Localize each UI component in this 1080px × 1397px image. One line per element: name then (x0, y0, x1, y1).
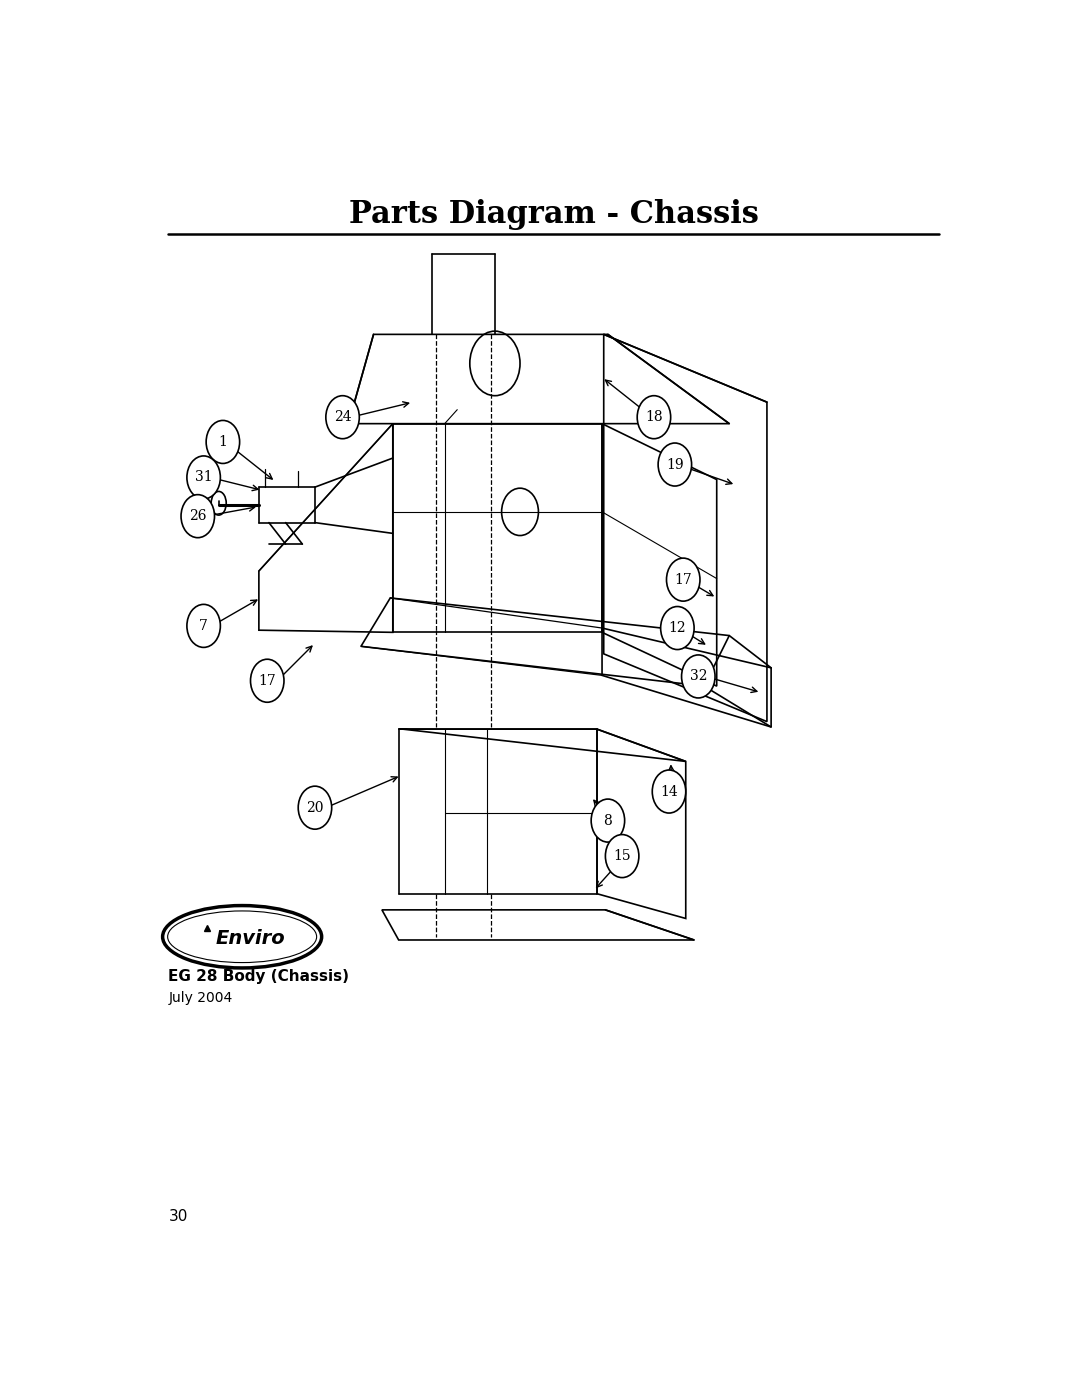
Circle shape (326, 395, 360, 439)
Circle shape (187, 605, 220, 647)
Text: 18: 18 (645, 411, 663, 425)
Circle shape (298, 787, 332, 830)
Text: 30: 30 (168, 1208, 188, 1224)
Text: 19: 19 (666, 458, 684, 472)
Circle shape (181, 495, 215, 538)
Text: 12: 12 (669, 622, 686, 636)
Circle shape (206, 420, 240, 464)
Text: Parts Diagram - Chassis: Parts Diagram - Chassis (349, 200, 758, 231)
Circle shape (681, 655, 715, 698)
Text: Enviro: Enviro (216, 929, 285, 949)
Text: 17: 17 (258, 673, 276, 687)
Circle shape (591, 799, 624, 842)
Text: 15: 15 (613, 849, 631, 863)
Circle shape (652, 770, 686, 813)
Text: 32: 32 (689, 669, 707, 683)
Text: 1: 1 (218, 434, 227, 448)
Circle shape (637, 395, 671, 439)
Text: 24: 24 (334, 411, 351, 425)
Circle shape (661, 606, 694, 650)
Circle shape (666, 559, 700, 601)
Circle shape (187, 455, 220, 499)
Text: 31: 31 (194, 471, 213, 485)
Text: 17: 17 (674, 573, 692, 587)
Text: 7: 7 (199, 619, 208, 633)
Circle shape (658, 443, 691, 486)
Circle shape (606, 834, 639, 877)
Text: July 2004: July 2004 (168, 990, 232, 1004)
Text: EG 28 Body (Chassis): EG 28 Body (Chassis) (168, 970, 350, 983)
Text: 14: 14 (660, 785, 678, 799)
Circle shape (251, 659, 284, 703)
Text: 8: 8 (604, 813, 612, 827)
Text: 26: 26 (189, 509, 206, 522)
Text: 20: 20 (307, 800, 324, 814)
